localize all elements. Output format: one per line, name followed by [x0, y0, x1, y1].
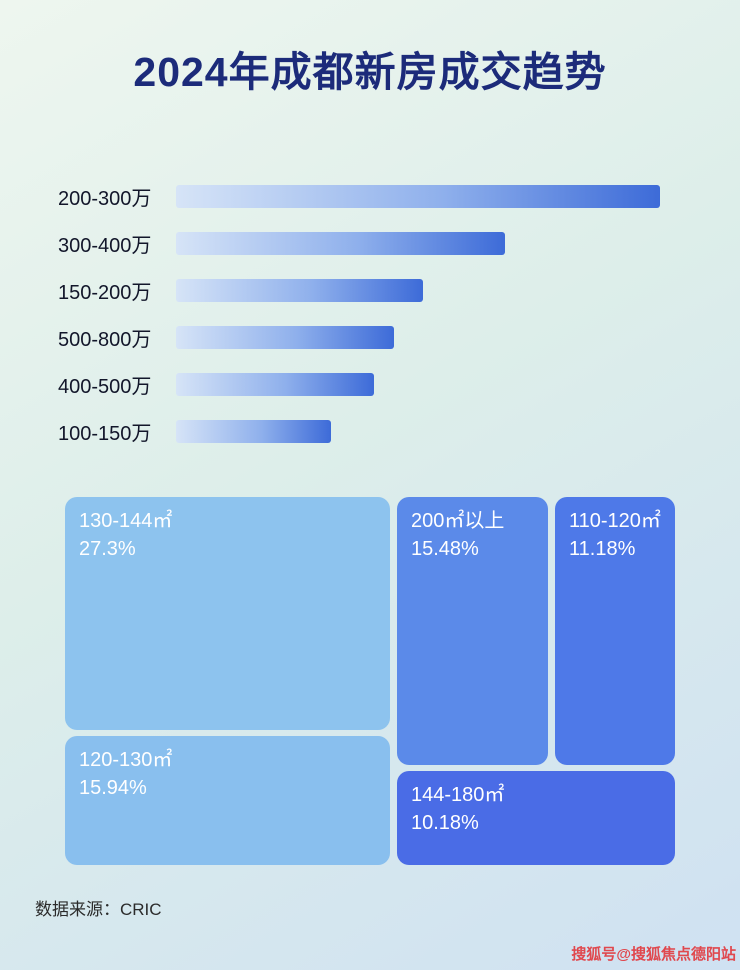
bar-label: 300-400万 — [58, 234, 152, 257]
bar-track — [176, 372, 660, 396]
bar-chart: 200-300万 300-400万 150-200万 500-800万 400-500万… — [58, 184, 660, 466]
bar-label: 400-500万 — [58, 375, 152, 398]
bar-label: 200-300万 — [58, 187, 152, 210]
page-title: 2024年成都新房成交趋势 — [133, 49, 607, 95]
bar-track — [176, 278, 660, 302]
bar — [176, 419, 331, 443]
bar-track — [176, 231, 660, 255]
treemap-block-value: 11.18% — [569, 538, 636, 560]
treemap-block-label: 144-180㎡ — [411, 784, 505, 806]
data-source: 数据来源：CRIC — [35, 900, 162, 919]
bar-label: 150-200万 — [58, 281, 152, 304]
treemap-block-200-plus: 200㎡以上 15.48% — [397, 497, 548, 765]
treemap-block-label: 120-130㎡ — [79, 749, 173, 771]
bar — [176, 372, 375, 396]
treemap: 130-144㎡ 27.3% 120-130㎡ 15.94% 200㎡以上 15… — [65, 497, 675, 865]
bar-label: 100-150万 — [58, 422, 152, 445]
treemap-block-value: 15.94% — [79, 777, 147, 799]
bar — [176, 184, 660, 208]
treemap-block-130-144: 130-144㎡ 27.3% — [65, 497, 390, 730]
treemap-block-label: 130-144㎡ — [79, 510, 173, 532]
bar-track — [176, 184, 660, 208]
bar-row: 400-500万 — [58, 372, 660, 398]
treemap-block-144-180: 144-180㎡ 10.18% — [397, 771, 675, 865]
bar-row: 300-400万 — [58, 231, 660, 257]
bar-row: 100-150万 — [58, 419, 660, 445]
bar-row: 500-800万 — [58, 325, 660, 351]
bar-label: 500-800万 — [58, 328, 152, 351]
treemap-block-value: 27.3% — [79, 538, 136, 560]
bar — [176, 278, 423, 302]
bar — [176, 325, 394, 349]
bar-row: 150-200万 — [58, 278, 660, 304]
treemap-block-label: 200㎡以上 — [411, 510, 505, 532]
treemap-block-value: 15.48% — [411, 538, 479, 560]
bar-track — [176, 419, 660, 443]
watermark: 搜狐号@搜狐焦点德阳站 — [571, 946, 736, 963]
treemap-block-110-120: 110-120㎡ 11.18% — [555, 497, 675, 765]
treemap-block-value: 10.18% — [411, 812, 479, 834]
bar-track — [176, 325, 660, 349]
bar — [176, 231, 506, 255]
bar-row: 200-300万 — [58, 184, 660, 210]
treemap-block-120-130: 120-130㎡ 15.94% — [65, 736, 390, 865]
treemap-block-label: 110-120㎡ — [569, 510, 661, 532]
